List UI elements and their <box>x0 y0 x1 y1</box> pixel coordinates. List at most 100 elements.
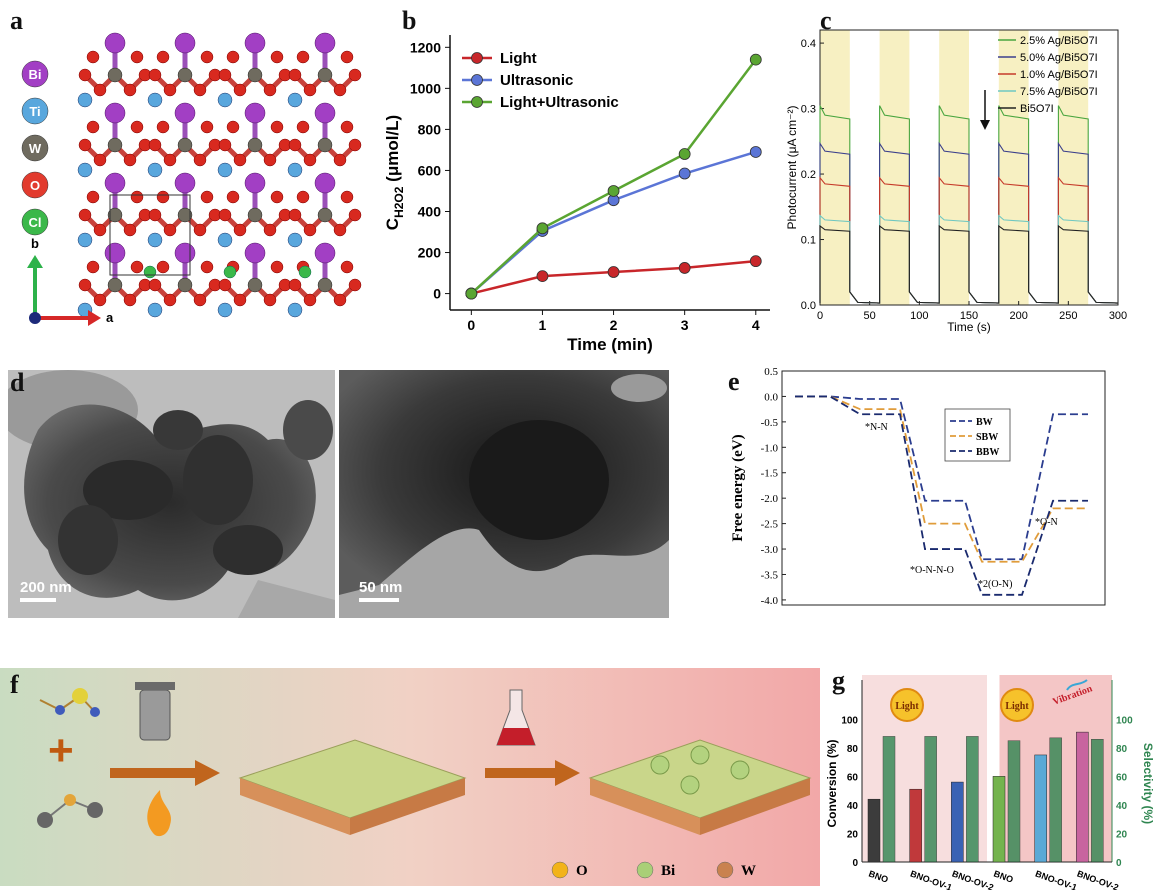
y-axis-label: Photocurrent (μA cm⁻²) <box>785 106 799 230</box>
atom-cl <box>298 265 312 279</box>
atom-ti <box>147 302 163 318</box>
atom-w <box>247 67 263 83</box>
atom-ti <box>287 92 303 108</box>
atom-w <box>247 137 263 153</box>
x-tick-label: 200 <box>1009 310 1027 322</box>
atom-o <box>296 190 310 204</box>
atom-o <box>148 68 162 82</box>
atom-cl <box>223 265 237 279</box>
atom-o <box>78 68 92 82</box>
atom-w <box>107 137 123 153</box>
y-tick-label: 0.2 <box>801 169 816 181</box>
conversion-bar <box>867 798 881 863</box>
atom-o <box>123 293 137 307</box>
light-on-band <box>1058 30 1089 305</box>
atom-ti <box>287 232 303 248</box>
atom-ti <box>287 162 303 178</box>
atom-o <box>93 153 107 167</box>
atom-w <box>317 207 333 223</box>
atom-o <box>263 153 277 167</box>
atom-o <box>156 50 170 64</box>
atom-o <box>163 293 177 307</box>
legend-atom-label: Bi <box>29 67 42 82</box>
legend-atom-o <box>21 171 49 199</box>
axis-b-arrowhead <box>27 255 43 268</box>
x-tick-label: 0 <box>817 310 823 322</box>
y-tick-label: 800 <box>418 121 442 137</box>
atom-ti <box>77 92 93 108</box>
legend-box <box>944 408 1011 462</box>
free-energy-diagram: 0.5 0.0 -0.5 -1.0 -1.5 -2.0 -2.5 -3.0 -3.5 -4.0 Fr… <box>730 366 1106 607</box>
conversion-bar <box>992 776 1006 863</box>
atom-w <box>107 207 123 223</box>
y-tick-label: 600 <box>418 162 442 178</box>
legend-atom-ti <box>21 97 49 125</box>
atom-o <box>263 83 277 97</box>
y-tick-label: -0.5 <box>761 417 779 429</box>
atom-w <box>107 277 123 293</box>
atom-o <box>233 153 247 167</box>
y-tick-label: 80 <box>847 744 859 755</box>
panel-e: e 0.5 0.0 -0.5 -1.0 -1.5 -2.0 -2.5 -3.0 -3.5 -4.0… <box>720 365 1153 625</box>
data-point <box>678 148 691 160</box>
nanosheet-side <box>350 778 465 835</box>
molecule-atom <box>64 794 76 806</box>
atom-bi <box>244 172 266 194</box>
atom-o <box>288 138 302 152</box>
tem-image-high-mag: 50 nm <box>339 370 669 618</box>
legend-label: BW <box>976 417 993 428</box>
atom-o <box>340 190 354 204</box>
atom-o <box>263 293 277 307</box>
legend-atom-bi <box>21 60 49 88</box>
atom-bi <box>174 242 196 264</box>
legend-label: Bi5O7I <box>1020 103 1054 115</box>
atom-o <box>86 120 100 134</box>
scale-label-200nm: 200 nm <box>20 579 72 596</box>
sun-icon <box>890 688 924 722</box>
selectivity-bar <box>924 736 937 863</box>
atom-o <box>123 223 137 237</box>
scale-label-50nm: 50 nm <box>359 579 403 596</box>
data-point <box>749 255 762 268</box>
y-tick-label: 0 <box>433 286 441 302</box>
y-tick-label: 1000 <box>410 80 441 96</box>
x-axis-label: Time (s) <box>947 320 991 334</box>
category-label: BNO-OV-2 <box>1076 868 1120 890</box>
y-tick-label-right: 0 <box>1116 858 1122 869</box>
synthesis-schematic: + O Bi W <box>0 668 820 886</box>
legend-marker <box>471 74 483 86</box>
atom-o <box>93 83 107 97</box>
silver-cluster <box>650 755 670 775</box>
conversion-selectivity-chart: 0 0 20 20 40 40 60 60 80 80 100 100 Conversion (%) Se… <box>825 675 1153 890</box>
y-tick-label-right: 40 <box>1116 801 1128 812</box>
atom-bi <box>104 102 126 124</box>
legend-atom-cl <box>21 208 49 236</box>
atom-w <box>107 67 123 83</box>
atom-w <box>177 137 193 153</box>
y-tick-label: 1200 <box>410 39 441 55</box>
legend-label: Light <box>500 50 537 67</box>
atom-o <box>156 120 170 134</box>
atom-w <box>317 277 333 293</box>
atom-o <box>348 138 362 152</box>
atom-o <box>226 50 240 64</box>
atom-o <box>333 83 347 97</box>
plus-sign: + <box>48 726 74 775</box>
unit-cell <box>109 194 191 276</box>
atom-o <box>303 223 317 237</box>
legend-atom-label: O <box>30 178 40 193</box>
atom-bi <box>104 242 126 264</box>
panel-b-label: b <box>402 6 417 35</box>
plot-frame <box>781 370 1106 606</box>
atom-ti <box>217 232 233 248</box>
axis-c-origin <box>29 312 41 324</box>
atom-o <box>148 208 162 222</box>
atom-o <box>218 278 232 292</box>
scale-bar-50nm <box>359 598 399 602</box>
atom-o <box>78 138 92 152</box>
x-tick-label: 0 <box>467 317 475 333</box>
data-point <box>536 222 549 235</box>
y-tick-label: -1.5 <box>761 468 779 480</box>
panel-f: + O Bi W f <box>0 660 820 890</box>
atom-ti <box>147 92 163 108</box>
